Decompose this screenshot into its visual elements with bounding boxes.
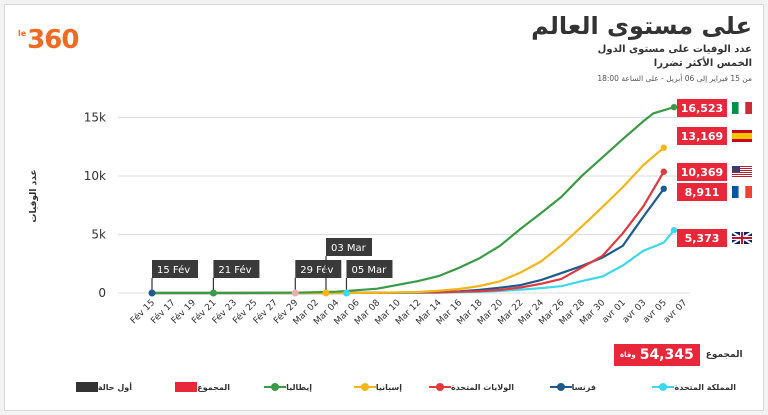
spain-flag-icon	[732, 133, 752, 139]
first-case-box	[295, 260, 342, 278]
value-label: 8,911	[685, 186, 720, 199]
legend-item: إسبانيا	[322, 375, 402, 399]
y-tick-label: 5k	[91, 228, 106, 242]
x-tick-label: avr 07	[662, 298, 689, 325]
usa-flag-icon	[732, 170, 752, 171]
legend-label: أول حالة	[97, 382, 132, 392]
series-endpoint	[670, 103, 678, 111]
legend-label: إيطاليا	[286, 382, 312, 392]
usa-flag-icon	[732, 172, 752, 173]
legend-line-icon	[264, 382, 287, 392]
france-flag-icon	[745, 186, 752, 198]
series-endpoint	[660, 144, 667, 151]
total-box: 54,345 وفاة	[614, 344, 700, 366]
value-label: 10,369	[681, 166, 723, 179]
logo-number: 360	[27, 25, 79, 55]
logo-prefix: le	[18, 28, 27, 38]
first-case-dot	[322, 289, 330, 297]
series-line	[152, 106, 675, 295]
france-flag-icon	[732, 186, 739, 198]
y-tick-label: 0	[98, 286, 106, 300]
legend-line-icon	[549, 382, 572, 392]
series-line	[152, 146, 665, 295]
legend-label: المملكة المتحدة	[674, 382, 736, 392]
italy-flag-icon	[745, 102, 752, 114]
y-axis-label: عدد الوفيات	[29, 169, 39, 222]
legend-label: إسبانيا	[375, 382, 402, 392]
legend-swatch	[175, 382, 198, 392]
italy-flag-icon	[732, 102, 739, 114]
chart-period: من 15 فبراير إلى 06 أبريل - على الساعة 1…	[597, 74, 752, 83]
y-tick-label: 10k	[84, 169, 106, 183]
total-unit: وفاة	[620, 351, 636, 359]
y-tick-label: 15k	[84, 111, 106, 125]
italy-flag-icon	[738, 101, 746, 115]
first-case-box	[152, 260, 198, 278]
first-case-dot	[291, 289, 299, 297]
legend-item: المملكة المتحدة	[618, 375, 736, 399]
first-case-box	[213, 260, 260, 278]
value-label: 5,373	[685, 232, 720, 245]
first-case-label: 15 Fév	[157, 264, 190, 276]
legend-line-icon	[428, 382, 451, 392]
uk-flag-icon	[732, 237, 752, 239]
france-flag-icon	[738, 185, 746, 199]
total-value: 54,345	[639, 347, 694, 363]
legend-item: إيطاليا	[232, 375, 312, 399]
legend-item: الولايات المتحدة	[406, 375, 514, 399]
first-case-label: 03 Mar	[331, 243, 367, 254]
value-label: 16,523	[681, 102, 723, 115]
infographic-frame	[4, 4, 764, 411]
series-endpoint	[670, 226, 678, 234]
legend-item: أول حالة	[52, 375, 132, 399]
legend-item: المجموع	[150, 375, 230, 399]
total-deaths: المجموع 54,345 وفاة	[614, 344, 743, 366]
legend-item: فرنسا	[516, 375, 596, 399]
legend-label: المجموع	[197, 382, 230, 392]
value-label-box	[677, 127, 727, 145]
series-endpoint	[660, 168, 667, 175]
legend-label: فرنسا	[571, 382, 596, 392]
first-case-label: 29 Fév	[300, 264, 333, 276]
first-case-box	[346, 260, 393, 278]
usa-flag-icon	[732, 168, 752, 169]
chart-subtitle-2: الخمس الأكثر تضررا	[653, 58, 752, 69]
legend-swatch	[75, 382, 98, 392]
first-case-box	[326, 238, 372, 256]
chart-title: على مستوى العالم	[531, 12, 752, 40]
value-label-box	[677, 229, 727, 247]
value-label: 13,169	[681, 130, 723, 143]
total-label: المجموع	[705, 350, 743, 360]
brand-logo: le 360	[18, 20, 79, 60]
value-label-box	[677, 99, 727, 117]
legend-line-icon	[652, 382, 675, 392]
first-case-dot	[148, 289, 156, 297]
legend: أول حالة المجموع إيطاليا إسبانيا الولايات ال…	[0, 375, 768, 399]
usa-flag-icon	[732, 176, 752, 177]
legend-line-icon	[353, 382, 376, 392]
usa-flag-icon	[732, 166, 752, 167]
usa-flag-icon	[732, 166, 740, 172]
usa-flag-icon	[732, 174, 752, 175]
value-label-box	[677, 183, 727, 201]
chart-subtitle: عدد الوفيات على مستوى الدول	[597, 44, 752, 55]
first-case-dot	[342, 289, 350, 297]
first-case-label: 21 Fév	[218, 264, 251, 276]
first-case-label: 05 Mar	[351, 265, 387, 276]
legend-label: الولايات المتحدة	[450, 382, 514, 392]
series-endpoint	[660, 185, 667, 192]
value-label-box	[677, 163, 727, 181]
first-case-dot	[209, 289, 217, 297]
